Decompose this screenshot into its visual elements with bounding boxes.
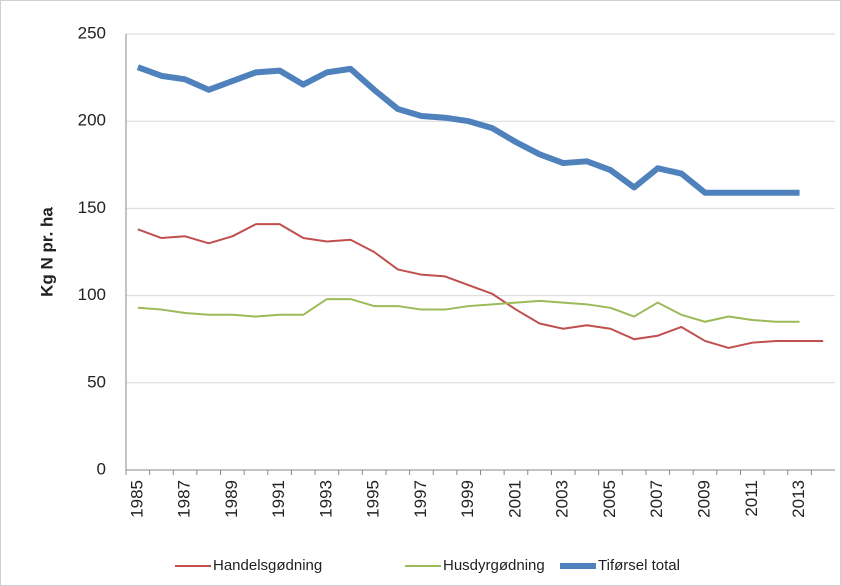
x-tick-label: 2013: [789, 480, 808, 518]
legend-label: Tiførsel total: [598, 557, 680, 574]
series-line: [137, 223, 824, 349]
x-tick-label: 2001: [505, 480, 524, 518]
legend-label: Handelsgødning: [213, 557, 322, 574]
y-tick-label: 150: [78, 198, 106, 217]
x-tick-label: 1985: [127, 480, 146, 518]
y-tick-label: 200: [78, 111, 106, 130]
x-tick-label: 1991: [269, 480, 288, 518]
x-tick-label: 2007: [647, 480, 666, 518]
y-axis-label: Kg N pr. ha: [37, 207, 56, 297]
x-tick-label: 1999: [458, 480, 477, 518]
y-tick-label: 250: [78, 23, 106, 42]
x-tick-label: 2009: [695, 480, 714, 518]
x-tick-label: 2003: [553, 480, 572, 518]
x-tick-label: 2011: [742, 480, 761, 517]
x-tick-label: 2005: [600, 480, 619, 518]
y-tick-label: 50: [87, 372, 106, 391]
x-tick-label: 1993: [316, 480, 335, 518]
x-tick-label: 1995: [364, 480, 383, 518]
x-tick-label: 1997: [411, 480, 430, 518]
legend-label: Husdyrgødning: [443, 557, 545, 574]
x-tick-label: 1989: [222, 480, 241, 518]
y-tick-label: 0: [97, 459, 106, 478]
series-line: [137, 298, 800, 323]
series-line: [136, 64, 800, 196]
x-tick-label: 1987: [175, 480, 194, 518]
y-tick-label: 100: [78, 285, 106, 304]
